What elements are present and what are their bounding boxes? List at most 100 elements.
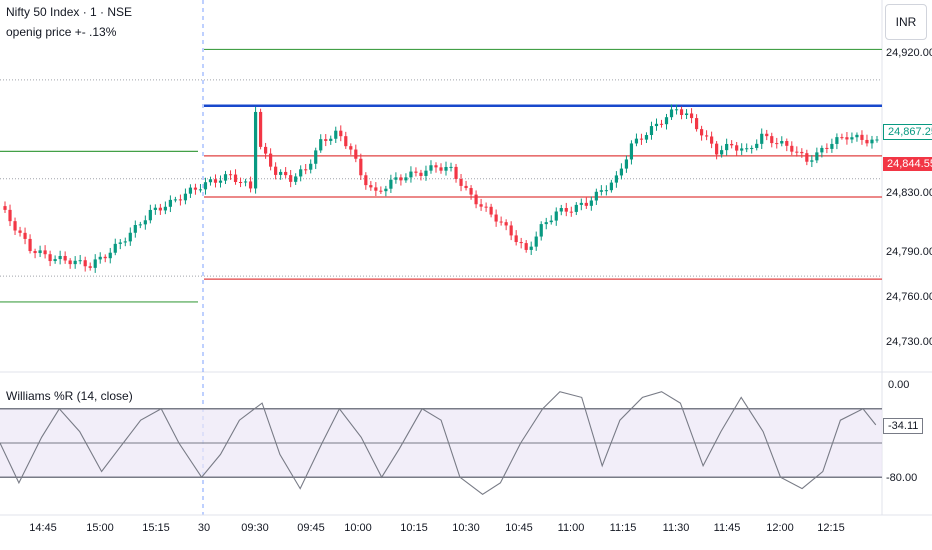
williams-r-title[interactable]: Williams %R (14, close) <box>6 389 133 403</box>
candle-body <box>118 242 122 244</box>
candle-body <box>820 147 824 153</box>
candle-body <box>699 129 704 136</box>
candle-body <box>103 256 107 259</box>
candle-body <box>414 171 418 173</box>
candle-body <box>434 165 438 168</box>
candle-body <box>755 143 759 148</box>
candle-body <box>138 224 142 226</box>
candle-body <box>409 171 413 178</box>
candle-body <box>519 242 523 244</box>
candle-body <box>855 134 859 138</box>
candle-body <box>694 118 699 130</box>
candle-body <box>835 137 839 144</box>
price-tick-label: 24,830.00 <box>886 187 932 199</box>
candle-body <box>188 187 193 194</box>
candle-body <box>559 208 563 212</box>
candle-body <box>775 143 779 145</box>
candle-body <box>264 146 268 154</box>
currency-button[interactable]: INR <box>885 4 927 40</box>
candle-body <box>173 199 177 201</box>
candle-body <box>344 136 348 147</box>
candle-body <box>279 171 283 175</box>
candle-body <box>780 141 784 144</box>
candle-body <box>639 138 644 140</box>
candle-body <box>253 111 258 189</box>
candle-body <box>624 159 629 169</box>
candle-body <box>324 139 328 141</box>
indicator-title[interactable]: openig price +- .13% <box>6 25 117 39</box>
candle-body <box>178 199 183 201</box>
candle-body <box>43 250 47 255</box>
candle-body <box>83 260 87 267</box>
candle-body <box>73 260 77 265</box>
candle-body <box>664 117 669 125</box>
candle-body <box>48 254 52 262</box>
candle-body <box>98 256 102 260</box>
candle-body <box>860 134 864 140</box>
time-label: 11:30 <box>662 522 690 534</box>
candle-body <box>78 260 82 262</box>
candle-body <box>679 109 684 116</box>
candle-body <box>529 246 533 250</box>
candle-body <box>444 166 448 171</box>
candle-body <box>339 130 343 137</box>
candle-body <box>830 143 834 149</box>
oscillator-value-badge: -34.11 <box>883 418 924 434</box>
candle-body <box>238 181 243 183</box>
candle-body <box>369 185 373 188</box>
candle-body <box>684 113 689 116</box>
candle-body <box>815 152 819 161</box>
time-label: 15:00 <box>86 522 114 534</box>
candle-body <box>785 141 789 146</box>
candle-body <box>58 255 62 260</box>
candle-body <box>589 200 593 206</box>
candle-body <box>795 151 799 153</box>
candle-body <box>464 185 468 189</box>
time-label: 11:00 <box>557 522 585 534</box>
candle-body <box>539 224 543 237</box>
candle-body <box>329 138 333 141</box>
candle-body <box>579 202 583 205</box>
candle-body <box>38 250 42 254</box>
time-label: 10:00 <box>344 522 372 534</box>
candle-body <box>158 207 162 211</box>
candle-body <box>53 259 57 262</box>
williams-r-line <box>0 391 877 495</box>
time-label: 11:45 <box>713 522 741 534</box>
candle-body <box>128 232 132 242</box>
candle-body <box>499 221 503 223</box>
candle-body <box>404 177 408 181</box>
candle-body <box>299 169 303 177</box>
time-label: 10:45 <box>505 522 533 534</box>
time-label: 15:15 <box>142 522 170 534</box>
candle-body <box>208 179 213 183</box>
last-price-badge: 24,867.25 <box>883 124 932 140</box>
candle-body <box>289 175 293 182</box>
candle-body <box>654 123 659 127</box>
candle-body <box>469 188 473 195</box>
candle-body <box>183 193 188 201</box>
candle-body <box>143 220 147 225</box>
candle-body <box>549 220 553 223</box>
candle-body <box>810 160 814 162</box>
time-label: 14:45 <box>29 522 57 534</box>
candle-body <box>153 207 157 210</box>
candle-body <box>609 182 613 191</box>
time-label: 11:15 <box>609 522 637 534</box>
candle-body <box>8 209 12 222</box>
candle-body <box>374 187 378 191</box>
candle-body <box>740 148 744 151</box>
candle-body <box>735 145 739 151</box>
candle-body <box>309 163 313 170</box>
candle-body <box>334 130 338 139</box>
time-label: 10:15 <box>400 522 428 534</box>
candle-body <box>509 225 513 236</box>
candle-body <box>274 166 278 175</box>
candle-body <box>634 138 639 144</box>
candle-body <box>379 190 383 192</box>
candle-body <box>584 202 588 206</box>
candle-body <box>574 204 578 212</box>
candle-body <box>33 251 37 254</box>
candle-body <box>439 167 443 171</box>
